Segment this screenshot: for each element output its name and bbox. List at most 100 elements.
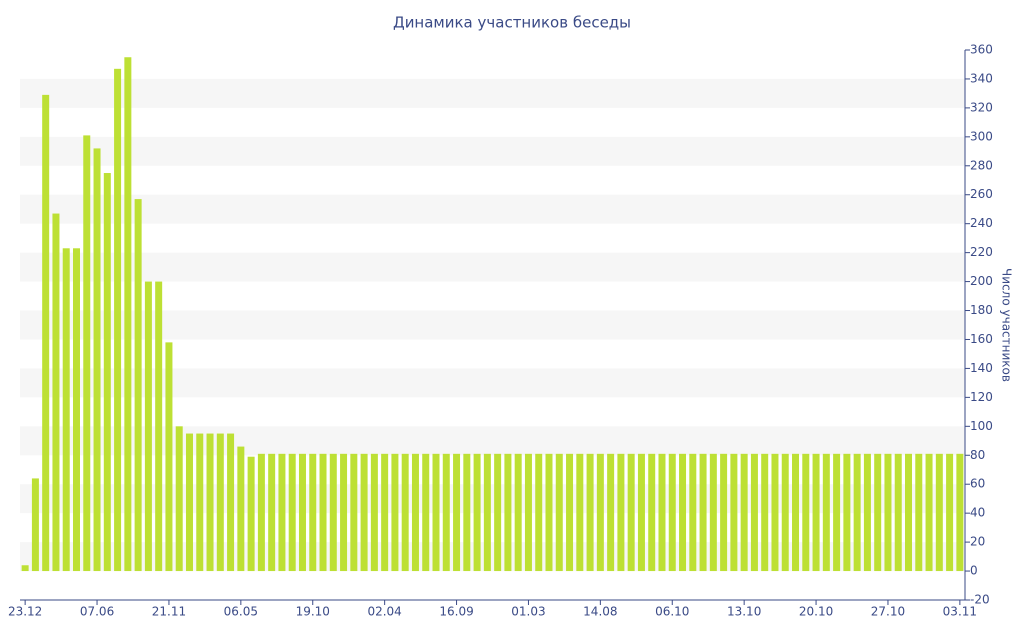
x-tick-label: 14.08 xyxy=(583,605,617,619)
bar xyxy=(360,453,368,572)
y-tick-label: 220 xyxy=(970,245,993,259)
bar xyxy=(535,453,543,572)
bar xyxy=(648,453,656,572)
grid-band xyxy=(20,310,965,340)
grid-band xyxy=(20,194,965,224)
bar xyxy=(894,453,902,572)
bar xyxy=(134,199,142,572)
y-tick-label: 20 xyxy=(970,535,985,549)
bar xyxy=(668,453,676,572)
y-tick-label: 60 xyxy=(970,477,985,491)
bar xyxy=(83,135,91,572)
bar xyxy=(391,453,399,572)
bar xyxy=(206,433,214,572)
y-tick-label: -20 xyxy=(970,593,990,607)
bar xyxy=(709,453,717,572)
y-tick-label: 200 xyxy=(970,274,993,288)
bar xyxy=(155,281,163,572)
bar xyxy=(62,248,70,572)
bar xyxy=(298,453,306,572)
bar xyxy=(761,453,769,572)
bar xyxy=(422,453,430,572)
bar xyxy=(411,453,419,572)
y-tick-label: 100 xyxy=(970,419,993,433)
x-tick-label: 06.05 xyxy=(224,605,258,619)
bar xyxy=(740,453,748,572)
bar xyxy=(925,453,933,572)
bar xyxy=(853,453,861,572)
bar xyxy=(946,453,954,572)
bar xyxy=(196,433,204,572)
y-tick-label: 260 xyxy=(970,187,993,201)
bar xyxy=(227,433,235,572)
bar xyxy=(915,453,923,572)
x-tick-label: 07.06 xyxy=(80,605,114,619)
x-tick-label: 02.04 xyxy=(367,605,401,619)
bar xyxy=(72,248,80,572)
bar xyxy=(514,453,522,572)
bar xyxy=(905,453,913,572)
bar xyxy=(617,453,625,572)
bar xyxy=(843,453,851,572)
bar xyxy=(699,453,707,572)
grid-band xyxy=(20,136,965,166)
bar xyxy=(483,453,491,572)
y-tick-label: 280 xyxy=(970,158,993,172)
bar xyxy=(956,453,964,572)
x-tick-label: 21.11 xyxy=(152,605,186,619)
x-tick-label: 27.10 xyxy=(871,605,905,619)
x-tick-label: 13.10 xyxy=(727,605,761,619)
bar xyxy=(781,453,789,572)
bar xyxy=(586,453,594,572)
bar xyxy=(524,453,532,572)
y-tick-label: 240 xyxy=(970,216,993,230)
bar xyxy=(689,453,697,572)
y-tick-label: 0 xyxy=(970,564,978,578)
bar xyxy=(309,453,317,572)
bar xyxy=(185,433,193,572)
bar xyxy=(52,213,60,572)
bar xyxy=(114,68,122,572)
bar xyxy=(257,453,265,572)
y-tick-label: 360 xyxy=(970,43,993,57)
grid-band xyxy=(20,78,965,108)
x-tick-label: 01.03 xyxy=(511,605,545,619)
y-tick-label: 120 xyxy=(970,390,993,404)
bar xyxy=(442,453,450,572)
bar xyxy=(863,453,871,572)
bar xyxy=(381,453,389,572)
bar xyxy=(432,453,440,572)
x-tick-label: 06.10 xyxy=(655,605,689,619)
x-tick-label: 16.09 xyxy=(439,605,473,619)
bar xyxy=(627,453,635,572)
y-axis-label: Число участников xyxy=(1000,268,1014,382)
bar xyxy=(607,453,615,572)
bar xyxy=(658,453,666,572)
x-tick-label: 23.12 xyxy=(8,605,42,619)
bar xyxy=(792,453,800,572)
bar xyxy=(175,426,183,572)
bar xyxy=(453,453,461,572)
bar xyxy=(42,94,50,572)
bar xyxy=(802,453,810,572)
bar xyxy=(874,453,882,572)
bar xyxy=(329,453,337,572)
bar xyxy=(833,453,841,572)
x-tick-label: 19.10 xyxy=(296,605,330,619)
grid-band xyxy=(20,368,965,398)
bar xyxy=(319,453,327,572)
bar xyxy=(473,453,481,572)
y-tick-label: 300 xyxy=(970,129,993,143)
x-tick-label: 03.11 xyxy=(943,605,977,619)
bar xyxy=(596,453,604,572)
bar xyxy=(103,173,111,572)
grid-band xyxy=(20,252,965,282)
bar xyxy=(288,453,296,572)
bar xyxy=(812,453,820,572)
bar xyxy=(144,281,152,572)
bar xyxy=(21,565,29,572)
bar xyxy=(31,478,39,572)
bar xyxy=(350,453,358,572)
bar xyxy=(637,453,645,572)
